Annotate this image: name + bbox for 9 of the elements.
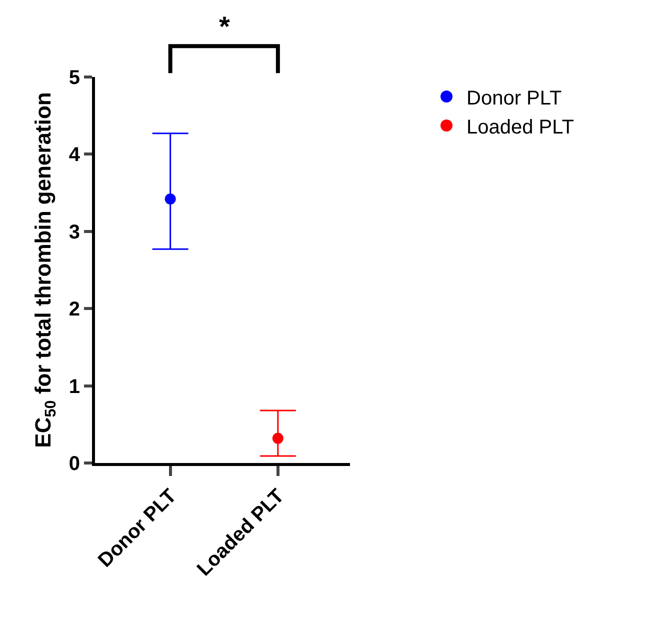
legend-label: Loaded PLT [466,116,574,138]
y-tick-label: 1 [68,376,80,398]
y-tick-label: 0 [68,453,80,475]
text: * [219,11,230,42]
y-tick-label: 2 [68,298,80,321]
legend-label: Donor PLT [466,87,562,110]
y-tick-label: 3 [68,221,80,244]
y-tick-label: 4 [68,144,81,166]
y-tick-label: 5 [68,67,80,89]
